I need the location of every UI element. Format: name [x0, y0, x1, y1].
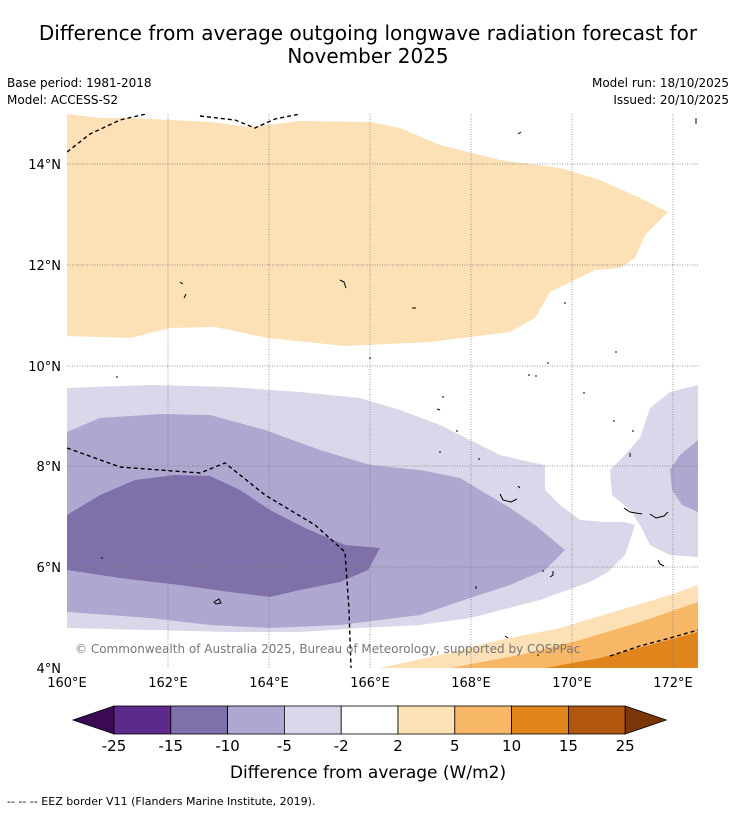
anomaly-region-2-to-5-north: [67, 114, 668, 346]
colorbar-tick-label: 15: [559, 737, 578, 755]
gridlines: [67, 114, 698, 668]
lon-label-166E: 166°E: [350, 676, 390, 691]
colorbar-tick-label: -15: [159, 737, 184, 755]
title-line-1: Difference from average outgoing longwav…: [38, 21, 698, 45]
colorbar-cell-15-to-25: [568, 705, 626, 735]
map-plot-area: © Commonwealth of Australia 2025, Bureau…: [67, 114, 698, 668]
lat-label-10N: 10°N: [28, 360, 61, 375]
issued-date: Issued: 20/10/2025: [613, 93, 729, 107]
colorbar-ticks: -25 -15 -10 -5 -2 2 5 10 15 25: [102, 737, 635, 755]
colorbar-extend-min: [71, 705, 115, 735]
base-period: Base period: 1981-2018: [7, 76, 152, 90]
chart-title: Difference from average outgoing longwav…: [0, 22, 736, 68]
colorbar-cell--10-to--5: [227, 705, 285, 735]
lon-label-160E: 160°E: [47, 676, 87, 691]
title-line-2: November 2025: [287, 44, 449, 68]
colorbar: -25 -15 -10 -5 -2 2 5 10 15 25 Difference from av…: [71, 705, 668, 783]
colorbar-tick-label: -10: [215, 737, 240, 755]
lon-label-164E: 164°E: [249, 676, 289, 691]
colorbar-tick-label: 10: [502, 737, 521, 755]
lon-label-168E: 168°E: [451, 676, 491, 691]
lat-label-14N: 14°N: [28, 158, 61, 173]
colorbar-cell--25-to--15: [113, 705, 172, 735]
lon-label-170E: 170°E: [552, 676, 592, 691]
footnote: -- -- -- EEZ border V11 (Flanders Marine…: [7, 795, 316, 808]
meta-left: Base period: 1981-2018 Model: ACCESS-S2: [7, 75, 152, 109]
colorbar-cell--2-to-2: [340, 705, 399, 735]
colorbar-cell-2-to-5: [397, 705, 456, 735]
colorbar-tick-label: -25: [102, 737, 127, 755]
anomaly-region-neg5-to-neg10-east: [670, 440, 698, 512]
colorbar-tick-label: -5: [277, 737, 292, 755]
colorbar-tick-label: 5: [450, 737, 460, 755]
lat-label-6N: 6°N: [37, 561, 62, 576]
axis-labels: 14°N 12°N 10°N 8°N 6°N 4°N 160°E 162°E 1…: [28, 158, 693, 691]
eez-borders: [67, 114, 698, 668]
lat-label-4N: 4°N: [37, 662, 62, 677]
lon-label-172E: 172°E: [653, 676, 693, 691]
colorbar-label: Difference from average (W/m2): [230, 763, 506, 783]
island-outlines: [101, 118, 697, 656]
colorbar-tick-label: 2: [393, 737, 403, 755]
lat-label-8N: 8°N: [37, 460, 62, 475]
colorbar-tick-label: -2: [334, 737, 349, 755]
lat-label-12N: 12°N: [28, 259, 61, 274]
model-name: Model: ACCESS-S2: [7, 93, 119, 107]
colorbar-cell--5-to--2: [283, 705, 342, 735]
colorbar-cell--15-to--10: [170, 705, 229, 735]
colorbar-extend-max: [624, 705, 668, 735]
anomaly-region-10-to-15: [545, 632, 698, 668]
colorbar-cell-5-to-10: [454, 705, 512, 735]
copyright-notice: © Commonwealth of Australia 2025, Bureau…: [75, 642, 580, 656]
colorbar-cell-10-to-15: [511, 705, 569, 735]
colorbar-tick-label: 25: [616, 737, 635, 755]
anomaly-region-neg2-to-neg5-east: [610, 385, 698, 557]
anomaly-region-neg10-to-neg15: [67, 475, 380, 597]
meta-right: Model run: 18/10/2025 Issued: 20/10/2025: [592, 75, 729, 109]
colorbar-cells: [71, 705, 668, 735]
model-run: Model run: 18/10/2025: [591, 76, 729, 90]
lon-label-162E: 162°E: [148, 676, 188, 691]
